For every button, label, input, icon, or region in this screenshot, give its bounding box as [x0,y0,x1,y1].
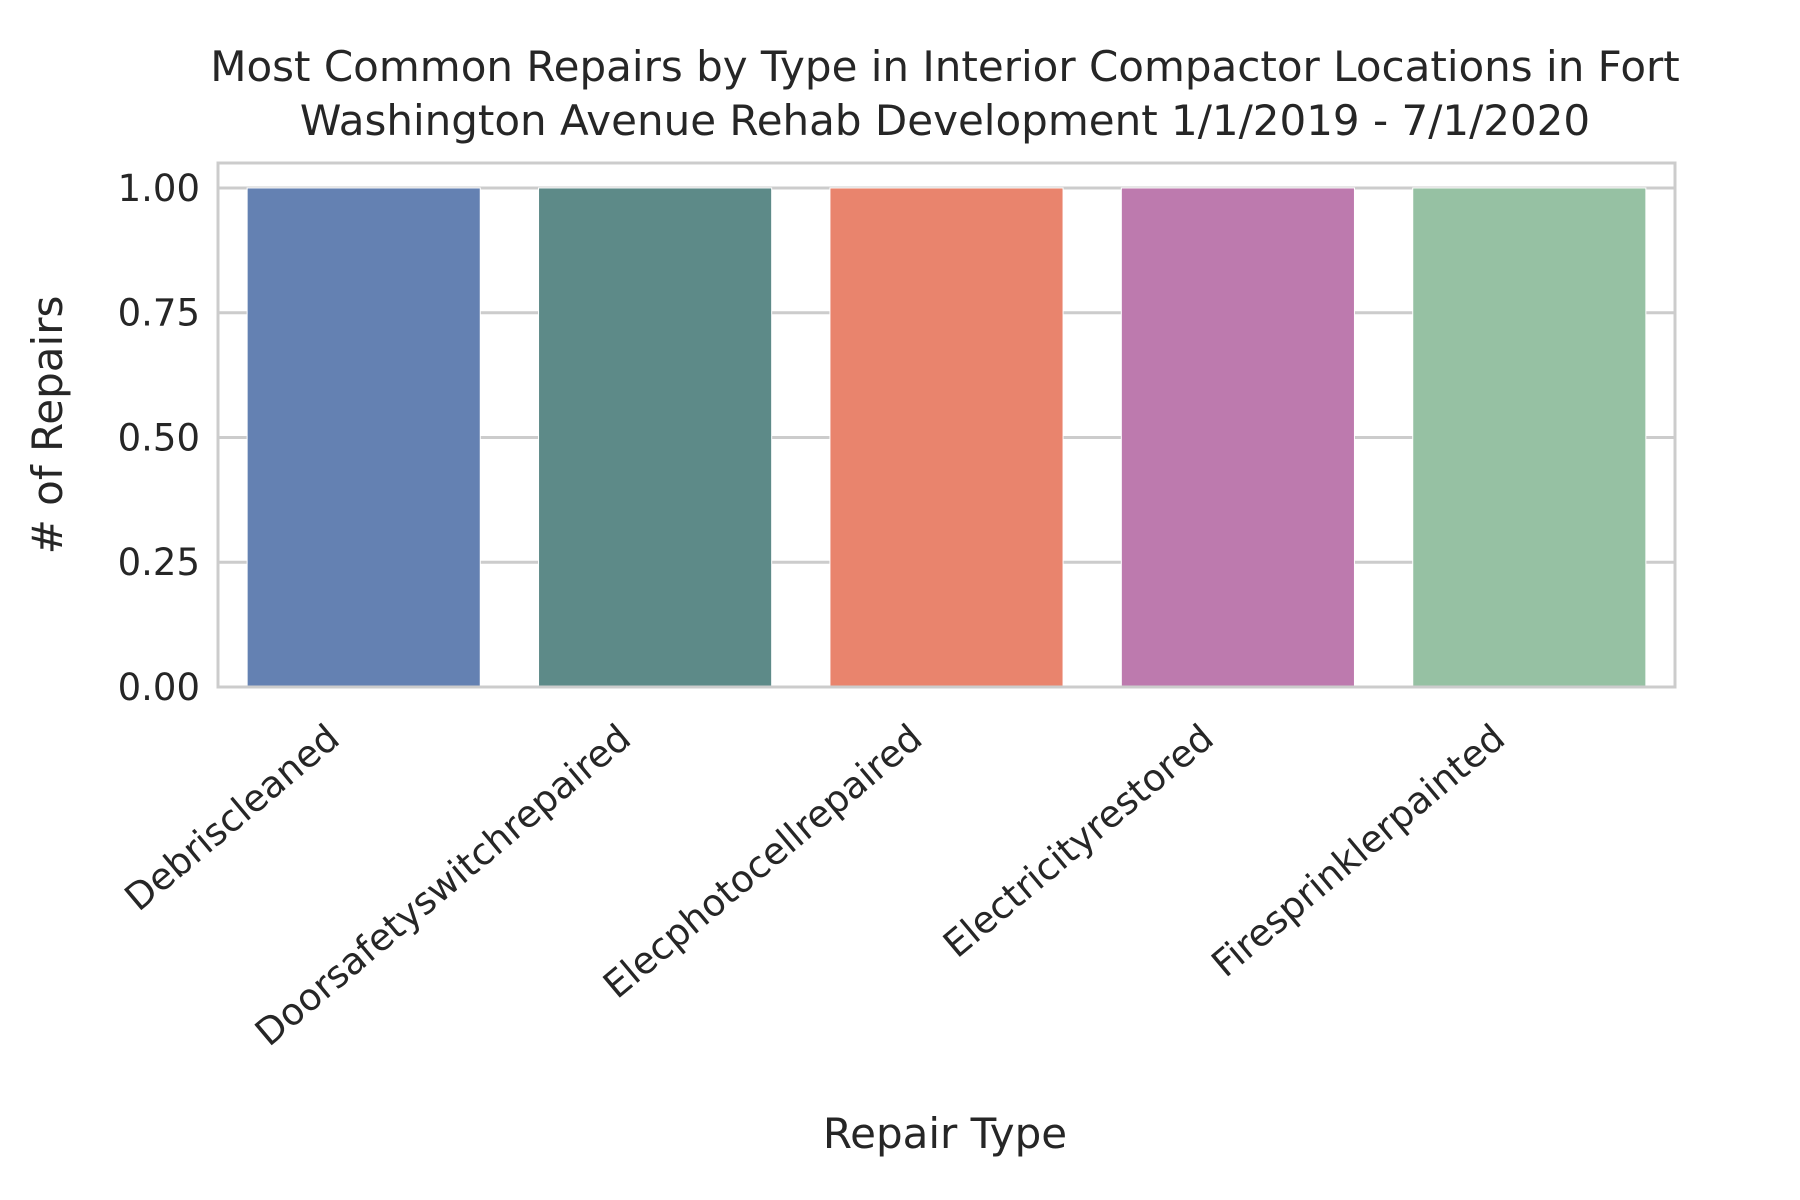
chart-title-line-1: Most Common Repairs by Type in Interior … [210,42,1680,91]
y-tick-label: 0.75 [118,292,200,335]
y-tick-label: 1.00 [118,167,200,210]
y-tick-label: 0.00 [118,666,200,709]
bars [246,187,1647,688]
y-tick-label: 0.50 [118,416,200,459]
bar [1412,187,1647,688]
x-axis-label: Repair Type [823,1109,1067,1158]
y-axis-label: # of Repairs [23,296,72,555]
bar [1120,187,1355,688]
chart-title: Most Common Repairs by Type in Interior … [210,42,1680,145]
bar [246,187,481,688]
y-tick-labels: 0.00 0.25 0.50 0.75 1.00 [118,167,200,709]
plot-frame [216,161,1677,689]
bar [829,187,1064,688]
bar [538,187,773,688]
y-tick-label: 0.25 [118,541,200,584]
chart-title-line-2: Washington Avenue Rehab Development 1/1/… [300,96,1590,145]
